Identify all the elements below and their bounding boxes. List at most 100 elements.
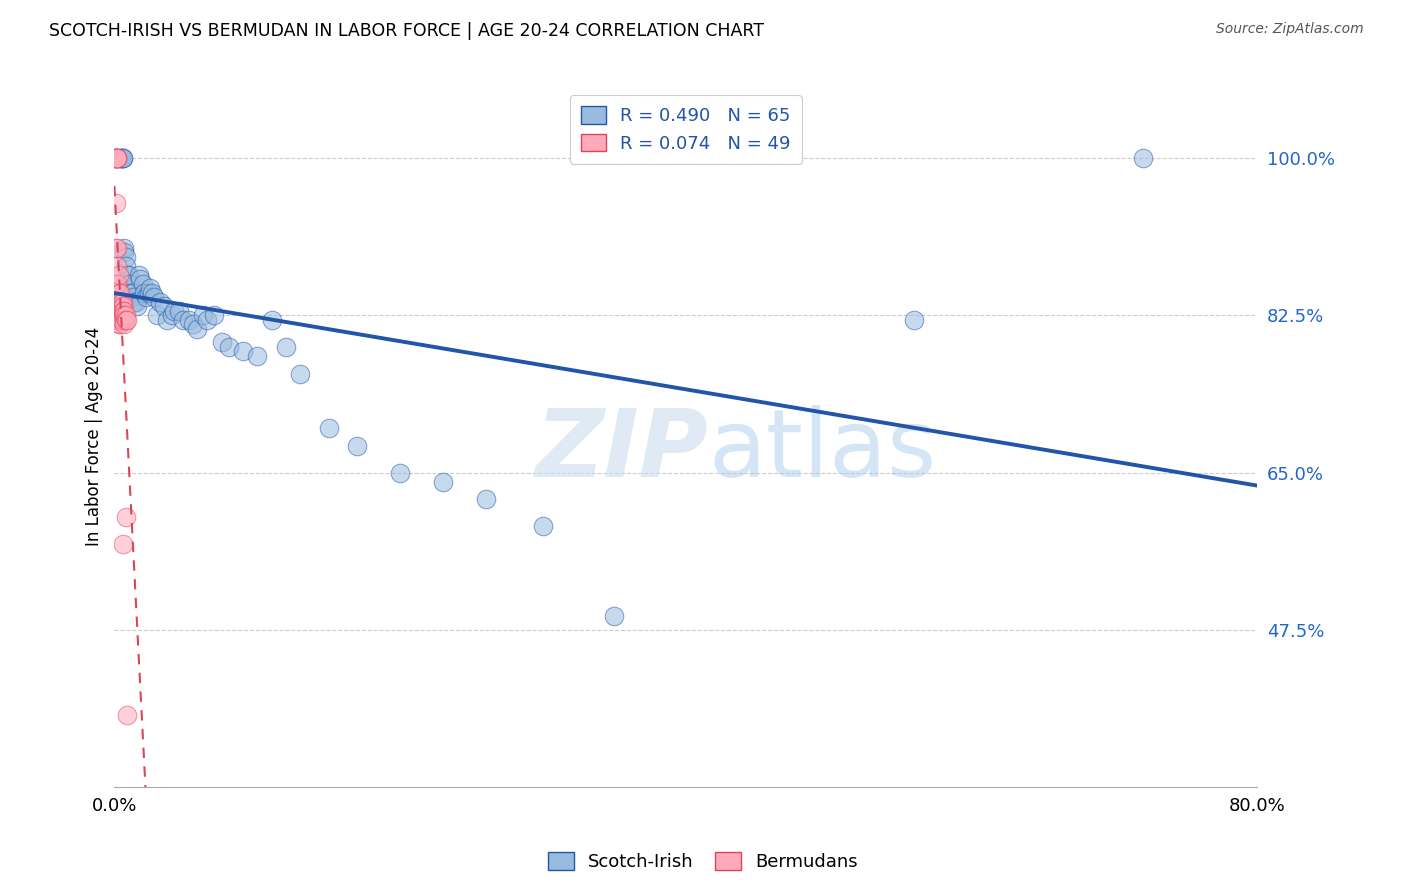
Point bbox=[132, 277, 155, 291]
Point bbox=[107, 304, 129, 318]
Point bbox=[111, 299, 134, 313]
Point bbox=[146, 309, 169, 323]
Point bbox=[138, 285, 160, 300]
Point bbox=[107, 309, 129, 323]
Point bbox=[107, 294, 129, 309]
Point bbox=[104, 309, 127, 323]
Point bbox=[108, 309, 131, 323]
Point bbox=[260, 313, 283, 327]
Point bbox=[110, 294, 132, 309]
Point bbox=[105, 304, 128, 318]
Point bbox=[105, 309, 128, 323]
Point bbox=[115, 510, 138, 524]
Point bbox=[112, 245, 135, 260]
Point bbox=[115, 259, 138, 273]
Point bbox=[246, 349, 269, 363]
Point bbox=[149, 294, 172, 309]
Point bbox=[104, 151, 127, 165]
Point bbox=[288, 367, 311, 381]
Point bbox=[191, 309, 214, 323]
Point bbox=[531, 519, 554, 533]
Point bbox=[432, 475, 454, 489]
Point bbox=[218, 340, 240, 354]
Point bbox=[603, 609, 626, 624]
Point bbox=[104, 151, 127, 165]
Point bbox=[105, 259, 128, 273]
Point bbox=[172, 313, 194, 327]
Point bbox=[105, 151, 128, 165]
Point bbox=[127, 299, 149, 313]
Point bbox=[129, 272, 152, 286]
Point bbox=[108, 313, 131, 327]
Point bbox=[110, 309, 132, 323]
Point bbox=[110, 299, 132, 313]
Point bbox=[105, 313, 128, 327]
Point bbox=[118, 277, 141, 291]
Point bbox=[177, 313, 200, 327]
Point bbox=[105, 309, 128, 323]
Point bbox=[107, 309, 129, 323]
Point bbox=[274, 340, 297, 354]
Point bbox=[202, 309, 225, 323]
Point bbox=[107, 313, 129, 327]
Point bbox=[104, 196, 127, 211]
Point bbox=[111, 294, 134, 309]
Point bbox=[110, 151, 132, 165]
Point bbox=[107, 285, 129, 300]
Point bbox=[115, 250, 138, 264]
Text: atlas: atlas bbox=[709, 405, 936, 497]
Point bbox=[141, 285, 163, 300]
Point bbox=[107, 318, 129, 332]
Point bbox=[112, 313, 135, 327]
Point bbox=[124, 294, 146, 309]
Point bbox=[118, 268, 141, 282]
Point bbox=[105, 151, 128, 165]
Point bbox=[117, 313, 139, 327]
Point bbox=[108, 151, 131, 165]
Point bbox=[389, 466, 412, 480]
Point bbox=[117, 708, 139, 723]
Point bbox=[120, 285, 142, 300]
Text: SCOTCH-IRISH VS BERMUDAN IN LABOR FORCE | AGE 20-24 CORRELATION CHART: SCOTCH-IRISH VS BERMUDAN IN LABOR FORCE … bbox=[49, 22, 765, 40]
Point bbox=[125, 294, 148, 309]
Point bbox=[108, 285, 131, 300]
Point bbox=[160, 309, 183, 323]
Point bbox=[111, 537, 134, 551]
Point bbox=[111, 151, 134, 165]
Point bbox=[112, 309, 135, 323]
Point bbox=[122, 290, 145, 304]
Point bbox=[108, 318, 131, 332]
Point bbox=[139, 281, 162, 295]
Y-axis label: In Labor Force | Age 20-24: In Labor Force | Age 20-24 bbox=[86, 327, 103, 546]
Point bbox=[112, 241, 135, 255]
Point bbox=[318, 420, 340, 434]
Text: Source: ZipAtlas.com: Source: ZipAtlas.com bbox=[1216, 22, 1364, 37]
Point bbox=[111, 304, 134, 318]
Point bbox=[110, 151, 132, 165]
Point bbox=[105, 241, 128, 255]
Point bbox=[115, 309, 138, 323]
Point bbox=[105, 151, 128, 165]
Point bbox=[111, 151, 134, 165]
Text: ZIP: ZIP bbox=[536, 405, 709, 497]
Point bbox=[181, 318, 204, 332]
Point bbox=[153, 299, 176, 313]
Point bbox=[108, 294, 131, 309]
Point bbox=[117, 268, 139, 282]
Point bbox=[108, 151, 131, 165]
Point bbox=[110, 313, 132, 327]
Point bbox=[105, 277, 128, 291]
Point bbox=[115, 313, 138, 327]
Point bbox=[111, 309, 134, 323]
Point bbox=[120, 277, 142, 291]
Point bbox=[104, 151, 127, 165]
Point bbox=[186, 322, 208, 336]
Point bbox=[128, 268, 150, 282]
Point bbox=[195, 313, 218, 327]
Point bbox=[143, 290, 166, 304]
Point bbox=[1132, 151, 1154, 165]
Legend: R = 0.490   N = 65, R = 0.074   N = 49: R = 0.490 N = 65, R = 0.074 N = 49 bbox=[569, 95, 801, 164]
Point bbox=[232, 344, 254, 359]
Legend: Scotch-Irish, Bermudans: Scotch-Irish, Bermudans bbox=[541, 846, 865, 879]
Point bbox=[104, 151, 127, 165]
